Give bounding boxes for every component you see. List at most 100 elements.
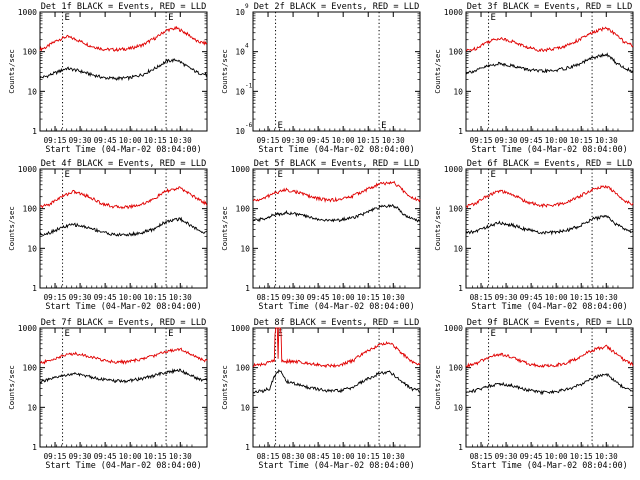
panel-title: Det 7f BLACK = Events, RED = LLD	[41, 318, 207, 328]
y-tick-label: 10	[235, 127, 245, 136]
y-tick-label: 10	[27, 403, 37, 412]
y-tick-label: 10	[453, 244, 463, 253]
x-tick-label: 09:45	[520, 293, 543, 302]
x-tick-label: 09:15	[44, 136, 67, 145]
x-tick-label: 09:45	[94, 136, 117, 145]
x-tick-label: 10:00	[119, 293, 142, 302]
x-tick-label: 10:00	[332, 293, 355, 302]
x-tick-label: 10:00	[545, 452, 568, 461]
y-tick-label: 10	[235, 87, 245, 96]
events-rate-series	[39, 216, 208, 237]
x-tick-label: 10:00	[545, 136, 568, 145]
x-tick-label: 10:00	[332, 452, 355, 461]
y-axis-label: Counts/sec	[220, 206, 229, 251]
x-tick-label: 09:45	[94, 293, 117, 302]
y-tick-label: 100	[23, 364, 38, 373]
event-marker: E	[168, 329, 173, 339]
det-panel-6: Det 6f BLACK = Events, RED = LLD 1 10 100 10…	[433, 159, 634, 311]
x-tick-label: 09:45	[520, 452, 543, 461]
panel-title: Det 4f BLACK = Events, RED = LLD	[41, 159, 207, 169]
y-tick-label: 1	[458, 127, 463, 136]
event-marker: E	[168, 13, 173, 23]
y-tick-label: 1	[32, 284, 37, 293]
x-tick-label: 10:30	[169, 293, 192, 302]
lld-rate-series	[465, 344, 634, 369]
x-tick-label: 09:15	[44, 452, 67, 461]
plot-frame	[465, 168, 634, 289]
plot-frame	[252, 327, 421, 448]
x-tick-label: 09:45	[520, 136, 543, 145]
y-tick-label: 1000	[444, 8, 463, 17]
x-tick-label: 09:45	[94, 452, 117, 461]
det-panel-7: Det 7f BLACK = Events, RED = LLD 1 10 100 10…	[7, 318, 208, 470]
x-tick-label: 09:30	[495, 452, 518, 461]
event-marker: E	[65, 329, 70, 339]
x-tick-label: 08:30	[282, 452, 305, 461]
x-tick-label: 09:45	[307, 293, 330, 302]
y-axis-label: Counts/sec	[433, 49, 442, 94]
y-axis-label: Counts/sec	[220, 49, 229, 94]
y-tick-label: 10	[240, 244, 250, 253]
events-rate-series	[465, 52, 634, 75]
x-tick-label: 10:15	[357, 293, 380, 302]
x-axis-label: Start Time (04-Mar-02 08:04:00)	[258, 301, 414, 311]
det-panel-5: Det 5f BLACK = Events, RED = LLD 1 10 100 10…	[220, 159, 421, 311]
y-tick-label: 1000	[444, 324, 463, 333]
y-tick-label: 10	[235, 48, 245, 57]
x-tick-label: 08:15	[257, 293, 280, 302]
panel-title: Det 1f BLACK = Events, RED = LLD	[41, 2, 207, 12]
y-tick-exponent: -6	[245, 122, 253, 129]
event-marker: E	[278, 170, 283, 180]
x-tick-label: 08:15	[470, 293, 493, 302]
y-tick-label: 1000	[444, 165, 463, 174]
y-tick-label: 1000	[18, 8, 37, 17]
plot-frame	[252, 168, 421, 289]
y-axis-label: Counts/sec	[220, 365, 229, 410]
y-tick-label: 1	[458, 443, 463, 452]
x-tick-label: 09:15	[257, 136, 280, 145]
y-tick-label: 1000	[231, 165, 250, 174]
y-tick-label: 100	[236, 205, 251, 214]
lld-rate-series	[39, 25, 208, 52]
x-tick-label: 09:30	[282, 293, 305, 302]
panel-title: Det 2f BLACK = Events, RED = LLD	[254, 2, 420, 12]
x-tick-label: 10:30	[169, 136, 192, 145]
x-tick-label: 10:30	[382, 452, 405, 461]
y-tick-label: 100	[449, 364, 464, 373]
x-tick-label: 09:30	[69, 136, 92, 145]
x-axis-label: Start Time (04-Mar-02 08:04:00)	[471, 144, 627, 154]
x-axis-label: Start Time (04-Mar-02 08:04:00)	[258, 144, 414, 154]
x-tick-label: 08:45	[307, 452, 330, 461]
x-axis-label: Start Time (04-Mar-02 08:04:00)	[45, 460, 201, 470]
x-tick-label: 10:00	[332, 136, 355, 145]
y-tick-label: 1	[32, 127, 37, 136]
lld-rate-series	[252, 327, 421, 369]
y-tick-exponent: -1	[245, 82, 253, 89]
x-tick-label: 10:00	[119, 452, 142, 461]
events-rate-series	[39, 368, 208, 384]
x-tick-label: 10:15	[357, 136, 380, 145]
plot-frame	[39, 168, 208, 289]
event-marker: E	[491, 170, 496, 180]
y-tick-label: 10	[27, 87, 37, 96]
lld-rate-series	[465, 26, 634, 53]
y-tick-label: 100	[23, 48, 38, 57]
y-tick-label: 100	[449, 205, 464, 214]
x-axis-label: Start Time (04-Mar-02 08:04:00)	[45, 301, 201, 311]
det-panel-4: Det 4f BLACK = Events, RED = LLD 1 10 100 10…	[7, 159, 208, 311]
event-marker: E	[65, 13, 70, 23]
y-tick-exponent: 9	[245, 3, 249, 10]
x-tick-label: 10:00	[119, 136, 142, 145]
y-tick-label: 1	[245, 443, 250, 452]
det-panel-1: Det 1f BLACK = Events, RED = LLD 1 10 100 10…	[7, 2, 208, 154]
panel-title: Det 5f BLACK = Events, RED = LLD	[254, 159, 420, 169]
y-axis-label: Counts/sec	[433, 365, 442, 410]
event-marker: E	[65, 170, 70, 180]
x-tick-label: 10:15	[570, 452, 593, 461]
x-tick-label: 09:30	[282, 136, 305, 145]
y-axis-label: Counts/sec	[7, 365, 16, 410]
x-axis-label: Start Time (04-Mar-02 08:04:00)	[471, 301, 627, 311]
x-tick-label: 10:30	[595, 293, 618, 302]
panel-title: Det 8f BLACK = Events, RED = LLD	[254, 318, 420, 328]
